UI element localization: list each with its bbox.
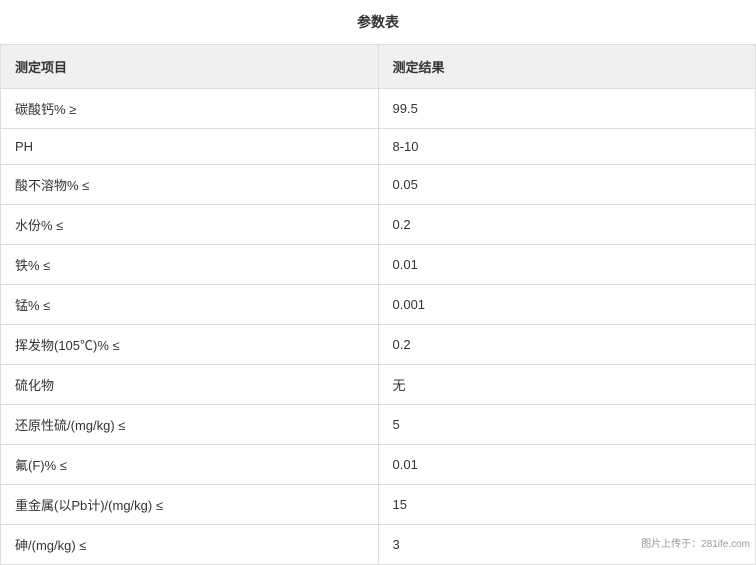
cell-item: 碳酸钙% ≥ [1, 89, 379, 129]
cell-result: 无 [378, 365, 756, 405]
table-row: 碳酸钙% ≥ 99.5 [1, 89, 756, 129]
parameter-table: 测定项目 测定结果 碳酸钙% ≥ 99.5 PH 8-10 酸不溶物% ≤ 0.… [0, 44, 756, 565]
table-row: 还原性硫/(mg/kg) ≤ 5 [1, 405, 756, 445]
cell-item: 重金属(以Pb计)/(mg/kg) ≤ [1, 485, 379, 525]
cell-result: 8-10 [378, 129, 756, 165]
cell-item: PH [1, 129, 379, 165]
cell-result: 0.01 [378, 445, 756, 485]
cell-item: 硫化物 [1, 365, 379, 405]
cell-result: 15 [378, 485, 756, 525]
parameter-table-container: 参数表 测定项目 测定结果 碳酸钙% ≥ 99.5 PH 8-10 酸不溶物% … [0, 0, 756, 565]
table-row: 铁% ≤ 0.01 [1, 245, 756, 285]
cell-item: 水份% ≤ [1, 205, 379, 245]
cell-result: 0.01 [378, 245, 756, 285]
cell-item: 氟(F)% ≤ [1, 445, 379, 485]
column-header-item: 测定项目 [1, 45, 379, 89]
table-row: PH 8-10 [1, 129, 756, 165]
table-row: 挥发物(105℃)% ≤ 0.2 [1, 325, 756, 365]
table-row: 水份% ≤ 0.2 [1, 205, 756, 245]
cell-item: 酸不溶物% ≤ [1, 165, 379, 205]
cell-item: 铁% ≤ [1, 245, 379, 285]
cell-item: 还原性硫/(mg/kg) ≤ [1, 405, 379, 445]
table-row: 氟(F)% ≤ 0.01 [1, 445, 756, 485]
cell-result: 5 [378, 405, 756, 445]
table-row: 硫化物 无 [1, 365, 756, 405]
cell-result: 0.2 [378, 205, 756, 245]
table-row: 酸不溶物% ≤ 0.05 [1, 165, 756, 205]
column-header-result: 测定结果 [378, 45, 756, 89]
cell-item: 挥发物(105℃)% ≤ [1, 325, 379, 365]
cell-item: 砷/(mg/kg) ≤ [1, 525, 379, 565]
cell-result: 99.5 [378, 89, 756, 129]
table-header-row: 测定项目 测定结果 [1, 45, 756, 89]
cell-item: 锰% ≤ [1, 285, 379, 325]
table-row: 锰% ≤ 0.001 [1, 285, 756, 325]
watermark-text: 图片上传于：281ife.com [641, 535, 750, 550]
cell-result: 0.05 [378, 165, 756, 205]
table-title: 参数表 [0, 0, 756, 44]
cell-result: 0.001 [378, 285, 756, 325]
table-row: 重金属(以Pb计)/(mg/kg) ≤ 15 [1, 485, 756, 525]
table-body: 碳酸钙% ≥ 99.5 PH 8-10 酸不溶物% ≤ 0.05 水份% ≤ 0… [1, 89, 756, 565]
cell-result: 0.2 [378, 325, 756, 365]
